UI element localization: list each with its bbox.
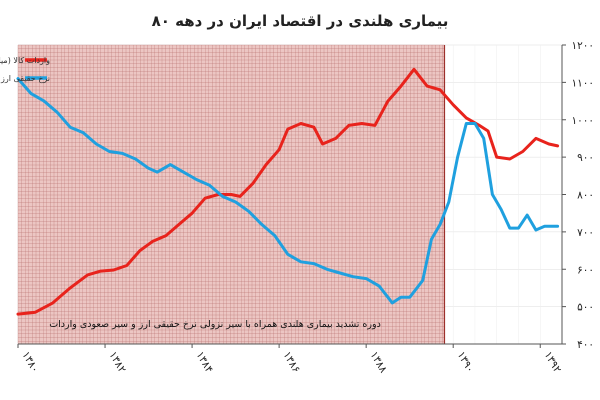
x-tick-label: ۱۳۸۰ [19,350,41,376]
series-lines [16,67,560,316]
x-tick-label: ۱۳۸۴ [193,350,215,376]
legend-label-2: نرخ حقیقی ارز (به قیمت های سال ۱۳۸۳ - مح… [0,74,50,83]
chart-title: بیماری هلندی در اقتصاد ایران در دهه ۸۰ [152,12,449,30]
y-tick-label: ۸۰۰ [577,190,594,202]
shaded-region-note: دوره تشدید بیماری هلندی همراه با سیر نزو… [49,319,381,330]
x-tick-label: ۱۳۸۸ [368,350,390,376]
y-tick-label: ۶۰۰ [577,264,594,276]
y-tick-label: ۷۰۰ [577,227,594,239]
legend-label-1: واردات کالا (میلیارد دلار - محور چپ) [0,56,50,65]
x-tick-label: ۱۳۸۲ [106,350,128,376]
y-tick-label: ۵۰۰ [577,302,594,314]
x-tick-label: ۱۳۹۲ [542,350,564,376]
x-tick-label: ۱۳۹۰ [455,350,477,376]
x-tick-label: ۱۳۸۶ [281,350,303,376]
y-tick-label: ۱۰۰۰ [571,115,594,127]
series-line-1 [16,67,560,316]
y-tick-label: ۹۰۰ [577,152,594,164]
legend: واردات کالا (میلیارد دلار - محور چپ) نرخ … [0,56,50,83]
y-tick-label: ۴۰۰ [577,339,594,351]
series-line-2 [16,77,560,305]
y-tick-label: ۱۱۰۰ [571,77,594,89]
y-tick-label: ۱۲۰۰ [571,40,594,52]
